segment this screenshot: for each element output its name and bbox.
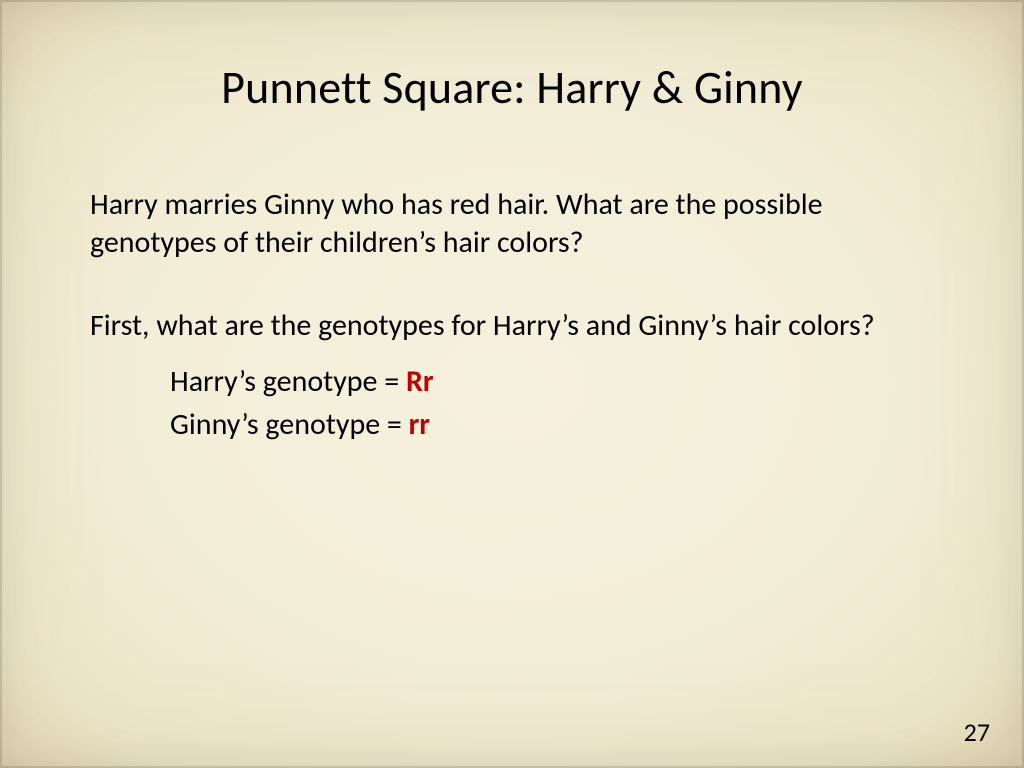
genotype-row-ginny: Ginny’s genotype = rr	[170, 406, 934, 444]
paragraph-2: First, what are the genotypes for Harry’…	[90, 307, 934, 345]
slide-title: Punnett Square: Harry & Ginny	[90, 60, 934, 116]
genotype-label: Ginny’s genotype =	[170, 406, 409, 443]
slide-body: Harry marries Ginny who has red hair. Wh…	[90, 186, 934, 444]
genotype-list: Harry’s genotype = Rr Ginny’s genotype =…	[90, 363, 934, 444]
paragraph-1: Harry marries Ginny who has red hair. Wh…	[90, 186, 934, 261]
slide: Punnett Square: Harry & Ginny Harry marr…	[0, 0, 1024, 768]
genotype-value: rr	[409, 406, 430, 443]
page-number: 27	[964, 716, 990, 748]
genotype-value: Rr	[406, 363, 434, 400]
genotype-row-harry: Harry’s genotype = Rr	[170, 363, 934, 401]
genotype-label: Harry’s genotype =	[170, 363, 406, 400]
